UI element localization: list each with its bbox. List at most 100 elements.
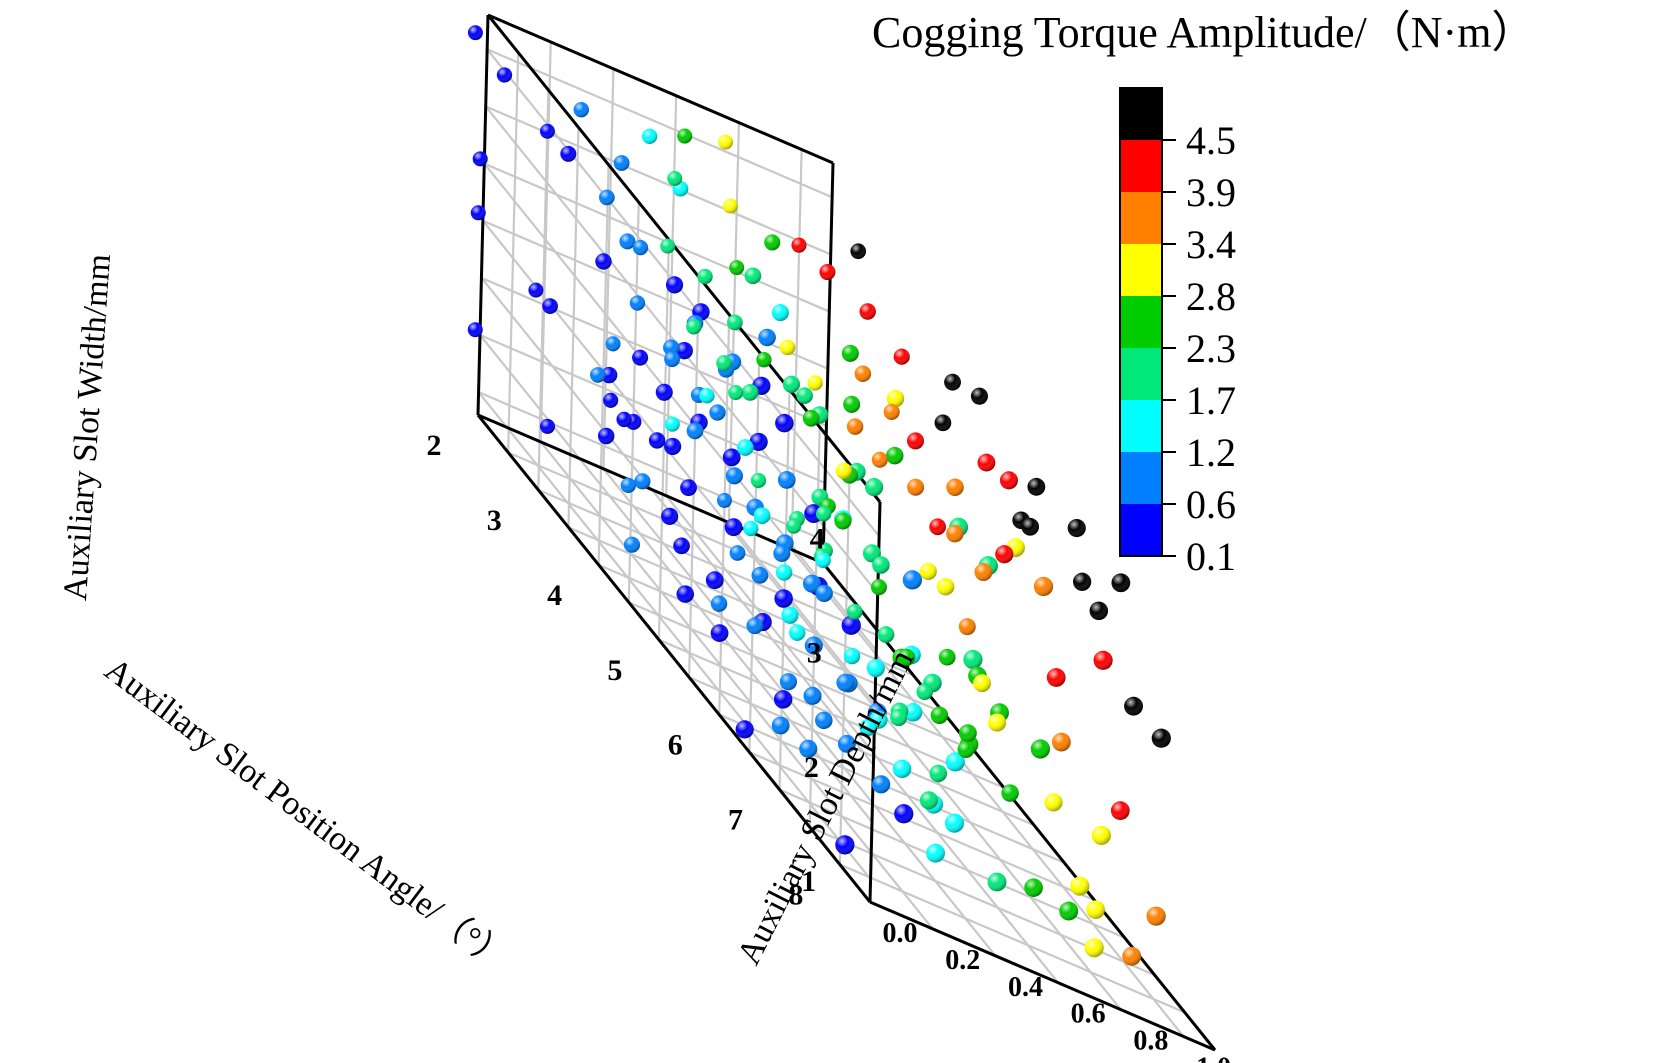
data-point bbox=[629, 295, 646, 311]
data-point-shade bbox=[710, 624, 729, 642]
data-point-shade bbox=[716, 492, 732, 508]
data-point-shade bbox=[892, 759, 912, 779]
data-point bbox=[958, 618, 976, 636]
colorbar-band bbox=[1120, 88, 1162, 140]
data-point bbox=[944, 813, 965, 833]
data-point bbox=[883, 403, 900, 420]
data-point bbox=[773, 690, 793, 709]
data-point bbox=[470, 205, 486, 221]
leftwall-grid-x bbox=[718, 314, 731, 715]
x-axis-title: Auxiliary Slot Position Angle/（°） bbox=[98, 650, 516, 978]
data-point-shade bbox=[1111, 573, 1131, 593]
data-point bbox=[620, 477, 636, 494]
data-point bbox=[872, 556, 890, 574]
data-point bbox=[749, 432, 768, 451]
data-point-shade bbox=[1052, 732, 1071, 752]
data-point bbox=[597, 427, 615, 445]
data-point-shade bbox=[619, 233, 636, 250]
data-point-shade bbox=[1024, 878, 1043, 897]
data-point-shade bbox=[634, 473, 651, 490]
colorbar-band bbox=[1120, 296, 1162, 348]
data-point-shade bbox=[771, 304, 789, 322]
data-point bbox=[802, 409, 820, 427]
data-point-shade bbox=[725, 467, 743, 485]
data-point-shade bbox=[929, 518, 946, 536]
data-point bbox=[773, 544, 791, 562]
floor-grid-x bbox=[839, 863, 1186, 1014]
data-point bbox=[775, 413, 794, 433]
data-point bbox=[664, 351, 680, 368]
data-point-shade bbox=[974, 563, 993, 582]
data-point-shade bbox=[995, 545, 1014, 564]
data-point bbox=[893, 348, 910, 365]
data-point-shade bbox=[802, 574, 822, 593]
data-point-shade bbox=[1086, 900, 1105, 919]
axes-frame bbox=[476, 13, 1217, 1052]
data-point bbox=[528, 282, 544, 298]
data-point-shade bbox=[775, 564, 793, 581]
data-point-shade bbox=[890, 709, 908, 727]
data-point bbox=[929, 518, 946, 536]
data-point-shade bbox=[870, 579, 887, 596]
data-point bbox=[1052, 732, 1071, 752]
data-point-shade bbox=[705, 571, 724, 590]
data-point bbox=[815, 584, 833, 603]
data-point bbox=[632, 240, 649, 256]
data-point-shade bbox=[590, 367, 606, 383]
data-point-shade bbox=[1124, 696, 1143, 716]
data-point-shade bbox=[728, 385, 744, 401]
colorbar-label: 0.1 bbox=[1186, 534, 1236, 579]
data-point bbox=[926, 843, 945, 863]
data-point bbox=[725, 467, 743, 485]
data-point-shade bbox=[560, 145, 577, 162]
data-point bbox=[841, 344, 859, 362]
data-point-shade bbox=[843, 647, 861, 665]
data-point-shade bbox=[1033, 576, 1054, 597]
data-point-shade bbox=[741, 384, 759, 401]
data-point-shade bbox=[791, 237, 807, 253]
data-point-shade bbox=[600, 366, 618, 384]
data-point-shade bbox=[597, 427, 615, 445]
data-point-shade bbox=[774, 589, 793, 608]
data-point bbox=[746, 617, 764, 635]
data-point bbox=[661, 507, 679, 525]
colorbar-band bbox=[1120, 504, 1162, 556]
data-point bbox=[1084, 938, 1104, 958]
data-point bbox=[1110, 801, 1130, 821]
data-point-shade bbox=[773, 690, 793, 709]
data-point bbox=[573, 101, 589, 118]
data-point bbox=[710, 595, 728, 612]
data-point-shade bbox=[697, 268, 713, 285]
data-point-shade bbox=[804, 636, 823, 655]
data-point bbox=[854, 365, 872, 382]
leftwall-grid-x bbox=[597, 164, 610, 565]
data-point-shade bbox=[660, 238, 676, 254]
data-point bbox=[799, 739, 818, 758]
data-point bbox=[894, 804, 914, 824]
data-point bbox=[467, 25, 483, 41]
data-point-shade bbox=[744, 267, 762, 285]
data-point bbox=[837, 734, 856, 753]
data-point-shade bbox=[946, 524, 964, 543]
colorbar-border bbox=[1119, 87, 1163, 557]
data-point-shade bbox=[919, 791, 938, 810]
data-point-shade bbox=[987, 872, 1007, 892]
data-point bbox=[667, 171, 683, 186]
data-point-shade bbox=[1030, 739, 1050, 759]
data-point-shade bbox=[1073, 572, 1092, 591]
colorbar-band bbox=[1120, 348, 1162, 400]
data-point-shade bbox=[722, 198, 738, 214]
floor-grid-y bbox=[728, 521, 1122, 1011]
data-point bbox=[665, 276, 684, 294]
data-point bbox=[919, 562, 937, 581]
data-point-shade bbox=[677, 128, 693, 144]
data-point-shade bbox=[1067, 518, 1086, 538]
y-tick-label: 0.6 bbox=[1071, 999, 1106, 1030]
data-point bbox=[885, 446, 904, 465]
colorbar-label: 4.5 bbox=[1186, 118, 1236, 163]
data-point-shade bbox=[758, 328, 776, 347]
data-point bbox=[709, 404, 726, 421]
backwall-grid-y bbox=[539, 41, 552, 442]
data-point-shade bbox=[903, 703, 923, 722]
data-point bbox=[936, 577, 955, 596]
